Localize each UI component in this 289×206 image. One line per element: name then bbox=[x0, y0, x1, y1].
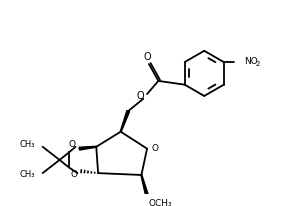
Text: O: O bbox=[70, 171, 77, 179]
Text: O: O bbox=[137, 91, 144, 101]
Text: CH₃: CH₃ bbox=[20, 140, 35, 149]
Polygon shape bbox=[79, 146, 96, 150]
Text: 2: 2 bbox=[256, 61, 260, 67]
Text: NO: NO bbox=[244, 57, 258, 66]
Text: OCH₃: OCH₃ bbox=[149, 199, 172, 206]
Polygon shape bbox=[141, 175, 149, 196]
Polygon shape bbox=[120, 111, 129, 132]
Text: O: O bbox=[151, 144, 158, 153]
Text: O: O bbox=[68, 140, 75, 149]
Text: CH₃: CH₃ bbox=[20, 171, 35, 179]
Text: O: O bbox=[143, 52, 151, 62]
